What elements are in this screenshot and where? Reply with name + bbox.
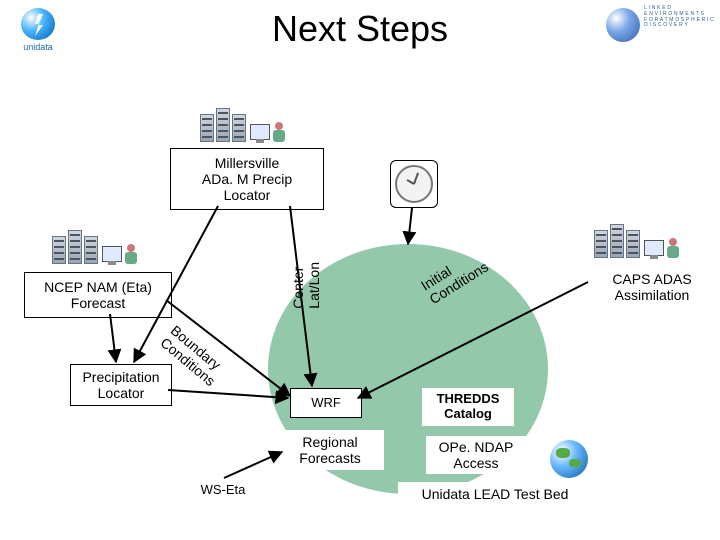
edge-label-center-latlon: Center Lat/Lon bbox=[290, 262, 322, 309]
node-wseta: WS-Eta bbox=[186, 478, 260, 502]
clock-box bbox=[390, 160, 438, 208]
server-rack-icon bbox=[52, 230, 137, 264]
slide-canvas: unidata L I N K E D E N V I R O N M E N … bbox=[0, 0, 720, 540]
monitor-icon bbox=[102, 246, 122, 262]
monitor-icon bbox=[644, 240, 664, 256]
node-testbed: Unidata LEAD Test Bed bbox=[398, 482, 592, 506]
node-thredds: THREDDS Catalog bbox=[422, 388, 514, 426]
person-icon bbox=[125, 244, 137, 264]
person-icon bbox=[273, 122, 285, 142]
node-millersville: Millersville ADa. M Precip Locator bbox=[170, 148, 324, 210]
page-title: Next Steps bbox=[0, 8, 720, 50]
monitor-icon bbox=[250, 124, 270, 140]
server-rack-icon bbox=[594, 224, 679, 258]
node-caps: CAPS ADAS Assimilation bbox=[586, 266, 718, 308]
node-wrf: WRF bbox=[290, 388, 362, 418]
server-rack-icon bbox=[200, 108, 285, 142]
person-icon bbox=[667, 238, 679, 258]
node-ncep: NCEP NAM (Eta) Forecast bbox=[24, 272, 172, 318]
node-precip: Precipitation Locator bbox=[70, 364, 172, 406]
clock-icon bbox=[395, 165, 433, 203]
globe-icon bbox=[550, 440, 588, 478]
node-opendap: OPe. NDAP Access bbox=[426, 436, 526, 474]
node-regional: Regional Forecasts bbox=[276, 430, 384, 470]
